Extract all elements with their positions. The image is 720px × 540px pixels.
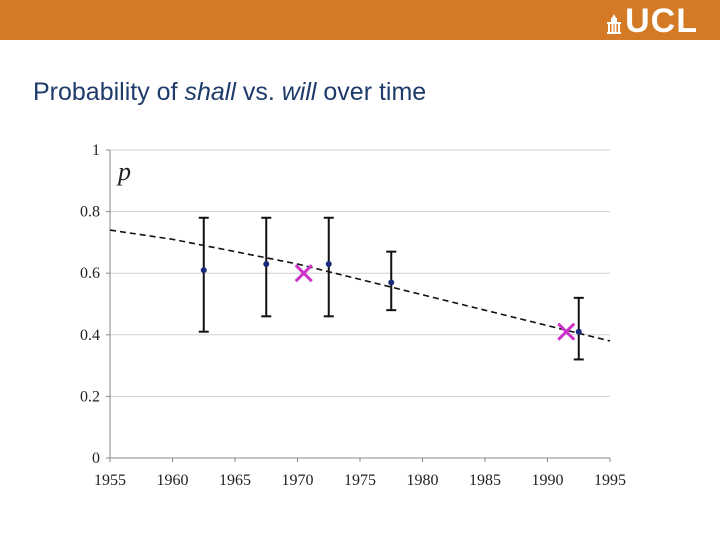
- cross-marker: [294, 264, 313, 283]
- header-bar: UCL: [0, 0, 720, 40]
- data-point: [200, 267, 207, 274]
- title-part-1: Probability of: [33, 78, 185, 106]
- data-point: [325, 260, 332, 267]
- y-tick-label: 0.8: [80, 204, 100, 221]
- cross-stroke: [294, 264, 313, 283]
- cross-stroke: [557, 322, 576, 341]
- x-tick-label: 1980: [407, 472, 439, 489]
- trend-line: [109, 229, 611, 342]
- x-tick-label: 1955: [94, 472, 126, 489]
- y-tick-label: 1: [92, 142, 100, 159]
- y-axis-label: p: [116, 157, 131, 186]
- logo-text: UCL: [625, 2, 698, 40]
- title-italic-shall: shall: [184, 78, 236, 106]
- x-tick-label: 1960: [157, 472, 189, 489]
- title-part-3: over time: [316, 78, 427, 106]
- title-italic-will: will: [281, 78, 317, 106]
- portico-icon: [607, 14, 622, 34]
- y-tick-label: 0: [92, 450, 100, 467]
- x-tick-label: 1990: [532, 472, 564, 489]
- y-tick-label: 0.6: [80, 265, 100, 282]
- y-tick-label: 0.2: [80, 388, 100, 405]
- data-point: [388, 279, 395, 286]
- title-part-2: vs.: [235, 78, 282, 106]
- x-tick-label: 1970: [282, 472, 314, 489]
- data-point: [263, 260, 270, 267]
- x-tick-label: 1985: [469, 472, 501, 489]
- data-point: [575, 328, 582, 335]
- x-tick-label: 1975: [344, 472, 376, 489]
- x-tick-label: 1965: [219, 472, 251, 489]
- cross-marker: [557, 322, 576, 341]
- y-tick-label: 0.4: [80, 327, 100, 344]
- ucl-logo: UCL: [607, 2, 698, 40]
- slide-title: Probability of shall vs. will over time: [33, 78, 426, 107]
- x-tick-label: 1995: [594, 472, 626, 489]
